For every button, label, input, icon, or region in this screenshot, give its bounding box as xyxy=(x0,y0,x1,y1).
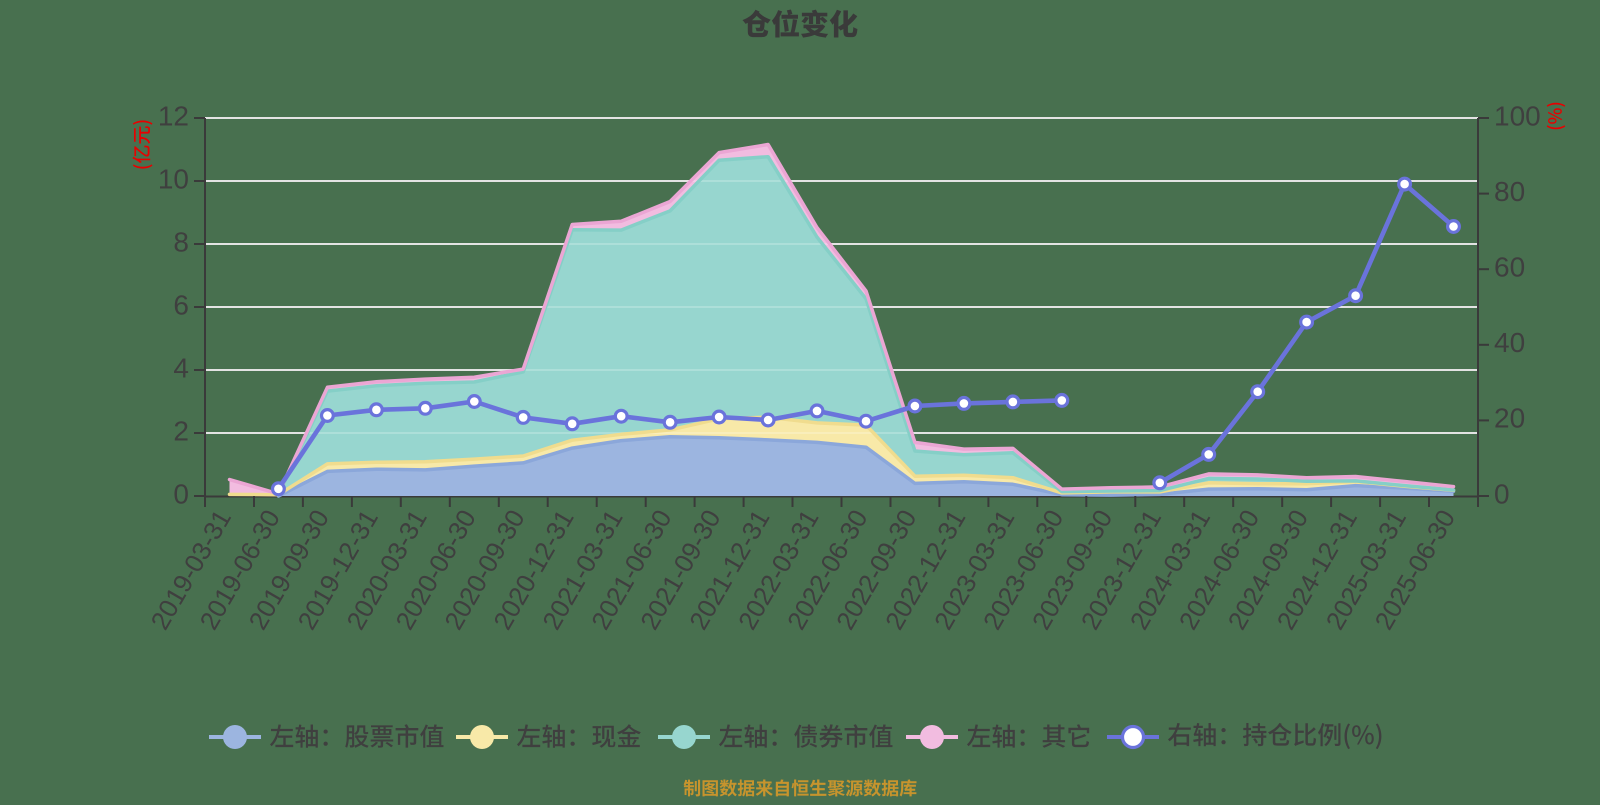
svg-text:100: 100 xyxy=(1494,100,1541,131)
svg-text:40: 40 xyxy=(1494,327,1525,358)
svg-text:4: 4 xyxy=(173,352,189,383)
svg-text:6: 6 xyxy=(173,289,189,320)
svg-text:80: 80 xyxy=(1494,176,1525,207)
svg-text:20: 20 xyxy=(1494,403,1525,434)
svg-text:2: 2 xyxy=(173,415,189,446)
svg-text:0: 0 xyxy=(1494,478,1510,509)
svg-text:60: 60 xyxy=(1494,252,1525,283)
svg-text:10: 10 xyxy=(158,163,189,194)
svg-text:0: 0 xyxy=(173,478,189,509)
svg-text:12: 12 xyxy=(158,100,189,131)
svg-text:8: 8 xyxy=(173,226,189,257)
